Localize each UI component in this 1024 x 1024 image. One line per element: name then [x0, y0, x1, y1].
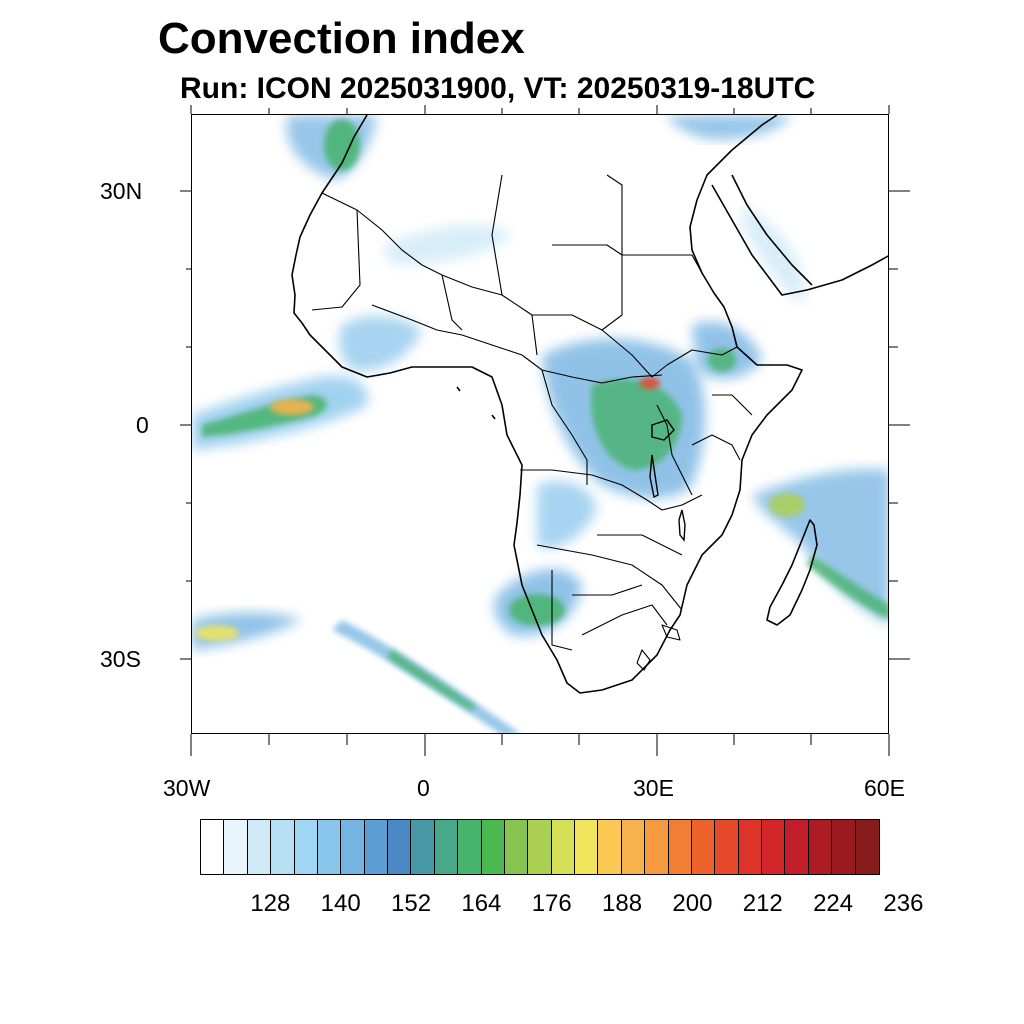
lake-tanganyika [649, 454, 659, 499]
colorbar-cell [201, 820, 225, 874]
colorbar-cell [738, 820, 762, 874]
colorbar-label: 212 [742, 890, 783, 917]
colorbar-cell [575, 820, 599, 874]
lat-label-30s: 30S [100, 646, 141, 672]
colorbar-cell [598, 820, 622, 874]
convection-southwest-core [195, 625, 239, 641]
convection-central-africa-core [591, 379, 682, 470]
colorbar-cell [785, 820, 809, 874]
colorbar-label: 188 [602, 890, 643, 917]
lon-label-60e: 60E [864, 775, 905, 801]
colorbar-cell [434, 820, 459, 874]
colorbar-cell [832, 820, 856, 874]
lakes [649, 419, 686, 542]
colorbar-cell [458, 820, 482, 874]
lat-label-30n: 30N [100, 178, 143, 204]
lat-label-0: 0 [136, 412, 149, 438]
colorbar-cell [645, 820, 669, 874]
lake-malawi [678, 509, 686, 542]
colorbar-cell [762, 820, 786, 874]
lon-label-0: 0 [417, 775, 430, 801]
africa-map [192, 115, 888, 733]
colorbar-cell [294, 820, 318, 874]
colorbar-label: 164 [461, 890, 502, 917]
convection-sahara-streak [382, 224, 512, 265]
colorbar-cell [668, 820, 692, 874]
convection-indian-ocean-band [807, 555, 888, 620]
colorbar-cell [341, 820, 365, 874]
colorbar-cell [528, 820, 552, 874]
map-panel [191, 114, 889, 734]
colorbar-label: 200 [672, 890, 713, 917]
country-borders [311, 174, 753, 671]
africa-coastline [291, 115, 803, 694]
convection-west-africa [339, 315, 422, 371]
colorbar-cell [691, 820, 716, 874]
colorbar-label: 140 [320, 890, 361, 917]
coastlines [291, 115, 888, 694]
chart-subtitle: Run: ICON 2025031900, VT: 20250319-18UTC [180, 72, 816, 105]
colorbar-label: 128 [250, 890, 291, 917]
colorbar-cell [388, 820, 412, 874]
colorbar-cell [551, 820, 575, 874]
convection-ethiopia-core [708, 348, 736, 372]
colorbar-cell [855, 820, 879, 874]
colorbar-cell [481, 820, 505, 874]
lon-label-30w: 30W [163, 775, 211, 801]
colorbar-cell [317, 820, 342, 874]
colorbar-cell [271, 820, 295, 874]
convection-atlantic-peak [270, 399, 314, 415]
colorbar-cell [621, 820, 646, 874]
colorbar-label: 224 [813, 890, 854, 917]
lake-victoria [651, 419, 675, 441]
red-sea-east-coast [731, 174, 813, 286]
colorbar-cell [715, 820, 739, 874]
colorbar-cell [364, 820, 388, 874]
colorbar-cell [224, 820, 248, 874]
gulf-of-guinea-islands [456, 386, 496, 420]
colorbar-cell [504, 820, 529, 874]
chart-title: Convection index [158, 14, 525, 63]
convection-central-peak [640, 377, 660, 389]
colorbar-label: 236 [883, 890, 924, 917]
convection-arabia [742, 205, 804, 305]
convection-angola [537, 481, 597, 549]
convection-field [192, 115, 888, 733]
colorbar-label: 152 [391, 890, 432, 917]
colorbar-cell [411, 820, 435, 874]
arabia-coastline [711, 184, 888, 296]
madagascar-coastline [766, 519, 818, 626]
colorbar [200, 819, 880, 875]
convection-north-atlantic-core [324, 119, 360, 171]
colorbar-cell [808, 820, 833, 874]
convection-madagascar-core [769, 493, 805, 517]
convection-mediterranean [667, 115, 792, 140]
colorbar-label: 176 [531, 890, 572, 917]
lon-label-30e: 30E [633, 775, 674, 801]
colorbar-cell [247, 820, 272, 874]
convection-south-atlantic-streak-core [387, 650, 477, 710]
convection-namibia-core [509, 594, 565, 626]
